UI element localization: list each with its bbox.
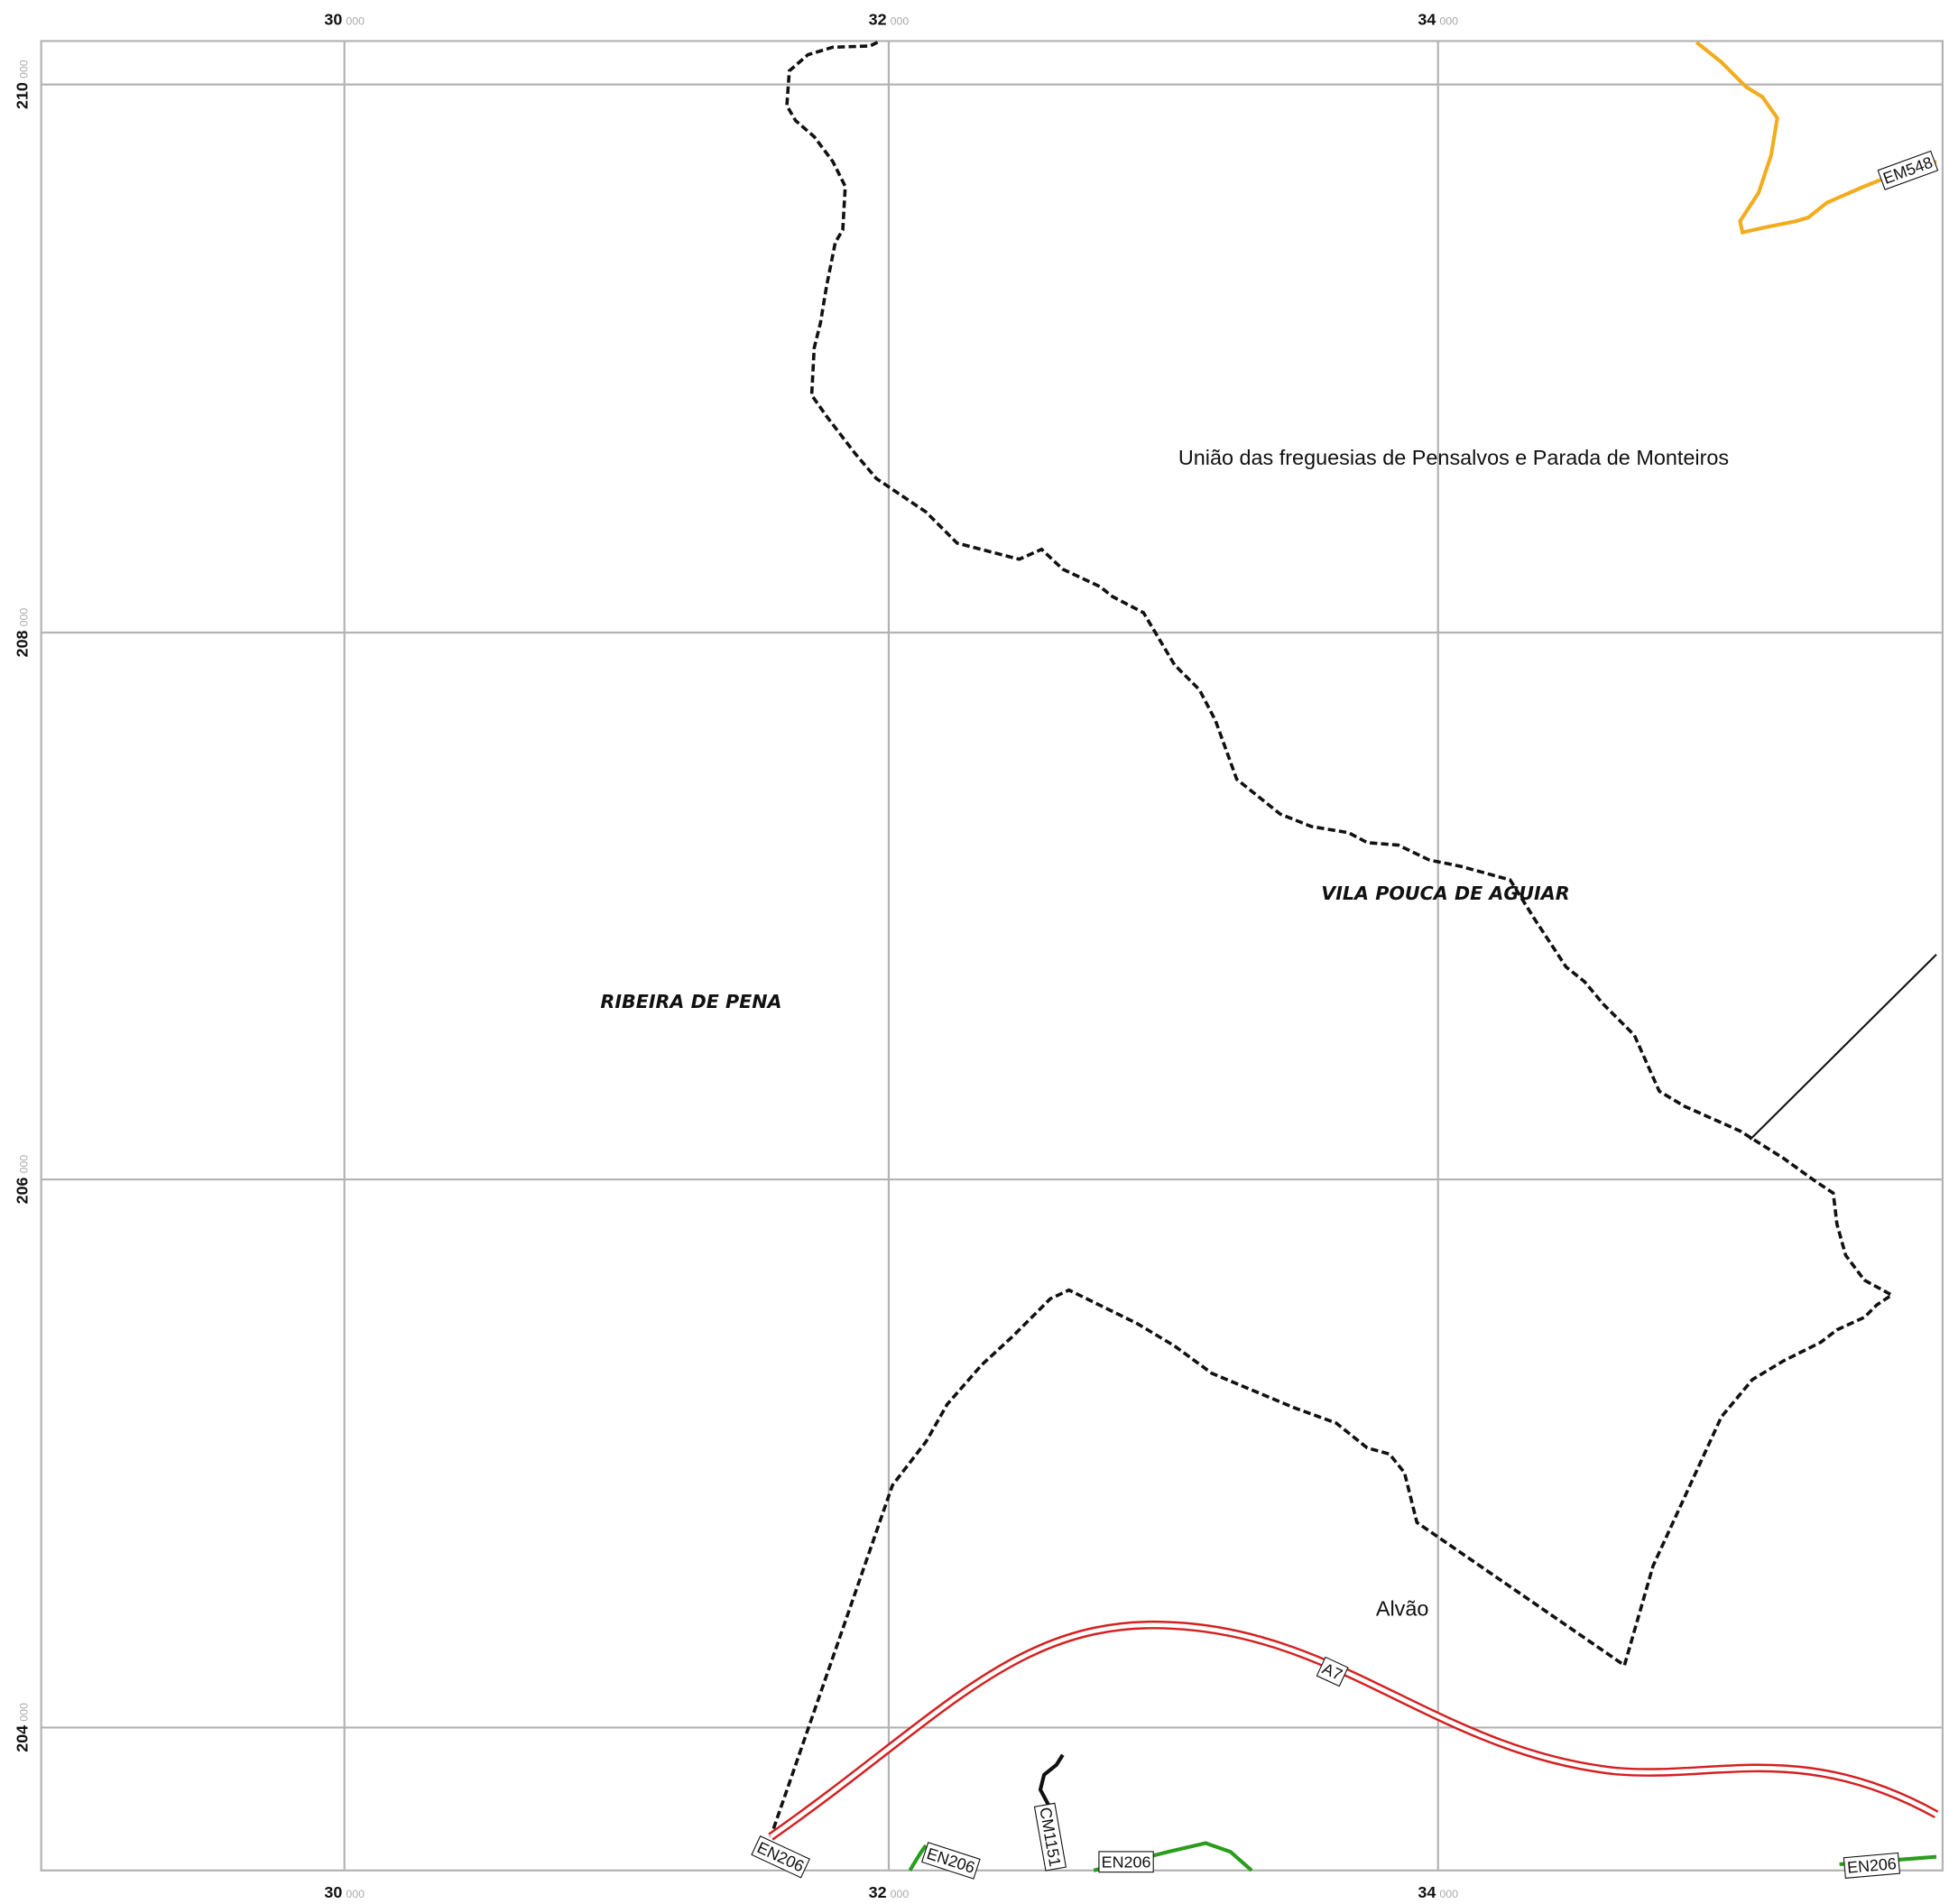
tick-minor: 000 bbox=[1439, 15, 1458, 28]
tick-minor: 000 bbox=[891, 1888, 910, 1900]
tick-major: 204 bbox=[14, 1725, 32, 1752]
x-tick-label: 34 000 bbox=[1418, 1883, 1458, 1901]
road-label: EN206 bbox=[1098, 1851, 1154, 1873]
x-tick-label: 32 000 bbox=[869, 11, 910, 29]
frame bbox=[40, 40, 1944, 1872]
road-cm1151 bbox=[1038, 1753, 1065, 1809]
road-label-box bbox=[1877, 150, 1939, 190]
road-label-box bbox=[1843, 1852, 1901, 1879]
tick-major: 32 bbox=[869, 1883, 887, 1901]
road-label-box bbox=[1316, 1656, 1349, 1687]
tick-major: 206 bbox=[14, 1177, 32, 1204]
boundary-line bbox=[1749, 954, 1937, 1141]
x-tick-label: 30 000 bbox=[324, 1883, 365, 1901]
tick-major: 208 bbox=[14, 630, 32, 657]
road-label-text: EN206 bbox=[1102, 1853, 1151, 1871]
road-label-box bbox=[1098, 1851, 1154, 1873]
tick-minor: 000 bbox=[18, 1703, 31, 1722]
tick-minor: 000 bbox=[18, 60, 31, 79]
x-tick-label: 30 000 bbox=[324, 11, 365, 29]
y-tick-label: 210000 bbox=[14, 60, 32, 109]
tick-minor: 000 bbox=[346, 1888, 365, 1900]
tick-major: 34 bbox=[1418, 11, 1436, 29]
tick-major: 32 bbox=[869, 11, 887, 29]
x-tick-label: 34 000 bbox=[1418, 11, 1458, 29]
y-tick-label: 206000 bbox=[14, 1155, 32, 1205]
y-tick-label: 208000 bbox=[14, 608, 32, 658]
tick-minor: 000 bbox=[18, 608, 31, 627]
tick-major: 210 bbox=[14, 82, 32, 109]
tick-minor: 000 bbox=[1439, 1888, 1458, 1900]
road-a7-core bbox=[769, 1622, 1938, 1839]
y-tick-label: 204000 bbox=[14, 1703, 32, 1752]
parish-label: União das freguesias de Pensalvos e Para… bbox=[1178, 446, 1729, 469]
tick-minor: 000 bbox=[891, 15, 910, 28]
road-em548 bbox=[1695, 41, 1937, 236]
tick-major: 30 bbox=[324, 11, 342, 29]
grid bbox=[40, 40, 1944, 1872]
x-tick-label: 32 000 bbox=[869, 1883, 910, 1901]
locality-label: Alvão bbox=[1376, 1596, 1429, 1620]
tick-major: 34 bbox=[1418, 1883, 1436, 1901]
tick-minor: 000 bbox=[346, 15, 365, 28]
road-label-box bbox=[1033, 1802, 1067, 1872]
road-label-box bbox=[920, 1842, 981, 1880]
tick-minor: 000 bbox=[18, 1155, 31, 1174]
tick-major: 30 bbox=[324, 1883, 342, 1901]
municipal-border bbox=[769, 41, 1895, 1838]
road-label-text: EN206 bbox=[1846, 1854, 1897, 1877]
municipality-label: RIBEIRA DE PENA bbox=[600, 991, 781, 1012]
road-label: EN206 bbox=[1843, 1852, 1901, 1879]
road-label-box bbox=[751, 1835, 810, 1879]
municipality-label: VILA POUCA DE AGUIAR bbox=[1321, 883, 1569, 904]
